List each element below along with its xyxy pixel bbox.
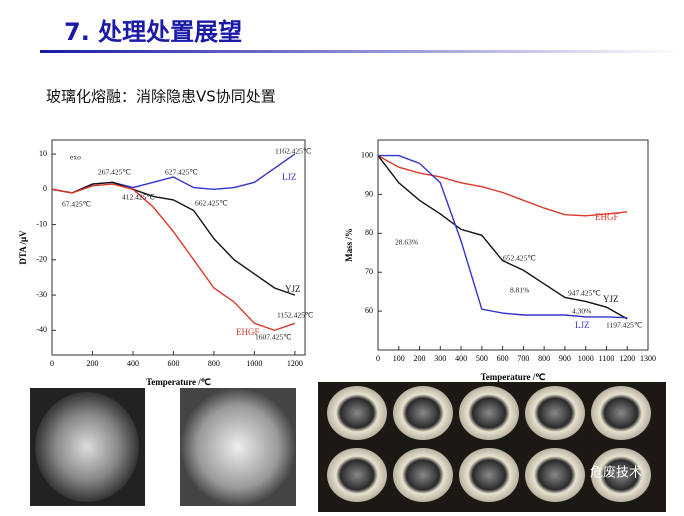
series-line — [51, 183, 296, 332]
annotation: 1152.425℃ — [277, 311, 314, 320]
x-tick-label: 0 — [376, 354, 380, 363]
annotation: 947.425℃ — [568, 289, 601, 298]
x-tick-label: 300 — [434, 354, 446, 363]
x-tick-label: 600 — [497, 354, 509, 363]
y-axis-label: DTA /μV — [18, 230, 28, 265]
x-tick-label: 1100 — [599, 354, 615, 363]
x-tick-label: 1000 — [578, 354, 594, 363]
x-tick-label: 800 — [538, 354, 550, 363]
y-tick-label: -40 — [36, 325, 47, 334]
series-label: LJZ — [575, 320, 590, 330]
x-tick-label: 200 — [414, 354, 426, 363]
cup — [327, 386, 387, 440]
series-line — [51, 181, 296, 296]
cup — [591, 386, 651, 440]
slide-title: 7. 处理处置展望 — [64, 18, 242, 46]
cup — [459, 448, 519, 502]
annotation: 412.425℃ — [122, 193, 155, 202]
x-tick-label: 1200 — [287, 359, 303, 368]
y-tick-label: 80 — [365, 228, 373, 237]
photo — [327, 386, 651, 502]
title-rule — [40, 50, 684, 53]
x-tick-label: 0 — [50, 359, 54, 368]
x-tick-label: 700 — [517, 354, 529, 363]
x-tick-label: 400 — [127, 359, 139, 368]
x-tick-label: 900 — [559, 354, 571, 363]
series-line — [378, 154, 628, 319]
x-axis-label: Temperature /℃ — [146, 377, 211, 387]
watermark: 危废技术 — [590, 465, 642, 481]
annotation: 662.425℃ — [195, 199, 228, 208]
x-tick-label: 1300 — [640, 354, 656, 363]
cup — [459, 386, 519, 440]
series-line — [377, 154, 628, 217]
annotation: 1162.425℃ — [275, 147, 312, 156]
y-tick-label: 10 — [39, 149, 47, 158]
x-tick-label: 500 — [476, 354, 488, 363]
y-tick-label: 90 — [365, 189, 373, 198]
x-tick-label: 1200 — [619, 354, 635, 363]
annotation: 67.425℃ — [62, 200, 92, 209]
series-label: YJZ — [603, 294, 619, 304]
y-tick-label: 0 — [43, 184, 47, 193]
y-tick-label: -30 — [36, 290, 47, 299]
cup — [525, 386, 585, 440]
x-tick-label: 400 — [455, 354, 467, 363]
x-tick-label: 600 — [167, 359, 179, 368]
x-tick-label: 800 — [208, 359, 220, 368]
cup — [525, 448, 585, 502]
cup — [393, 448, 453, 502]
annotation: exo — [70, 153, 81, 162]
y-tick-label: -10 — [36, 219, 47, 228]
annotation: 267.425℃ — [98, 168, 131, 177]
x-tick-label: 1000 — [246, 359, 262, 368]
annotation: 1197.425℃ — [606, 321, 643, 330]
y-tick-label: 100 — [361, 150, 373, 159]
x-axis-label: Temperature /℃ — [481, 372, 546, 382]
subtitle: 玻璃化熔融：消除隐患VS协同处置 — [46, 88, 276, 106]
y-tick-label: 60 — [365, 306, 373, 315]
cup — [393, 386, 453, 440]
annotation: 652.425℃ — [503, 254, 536, 263]
series-label: LJZ — [282, 172, 297, 182]
series-line — [377, 155, 628, 320]
annotation: 8.81% — [510, 286, 529, 295]
annotation: 627.425℃ — [165, 168, 198, 177]
y-tick-label: -20 — [36, 255, 47, 264]
annotation: 4.30% — [572, 307, 591, 316]
y-tick-label: 70 — [365, 267, 373, 276]
photo — [180, 388, 296, 506]
annotation: 28.63% — [395, 238, 418, 247]
plot-frame — [377, 139, 649, 351]
cup — [591, 448, 651, 502]
x-tick-label: 200 — [86, 359, 98, 368]
cup — [327, 448, 387, 502]
series-label: EHGF — [595, 212, 619, 222]
plot-frame — [51, 139, 306, 356]
y-axis-label: Mass /% — [344, 228, 354, 262]
series-label: EHGF — [236, 327, 260, 337]
annotation: 1607.425℃ — [255, 333, 292, 342]
charts: 100-10-20-30-400 200 400 600 800 1000 1200Temp… — [18, 139, 656, 387]
photo — [35, 392, 139, 502]
x-tick-label: 100 — [393, 354, 405, 363]
series-label: YJZ — [285, 284, 301, 294]
